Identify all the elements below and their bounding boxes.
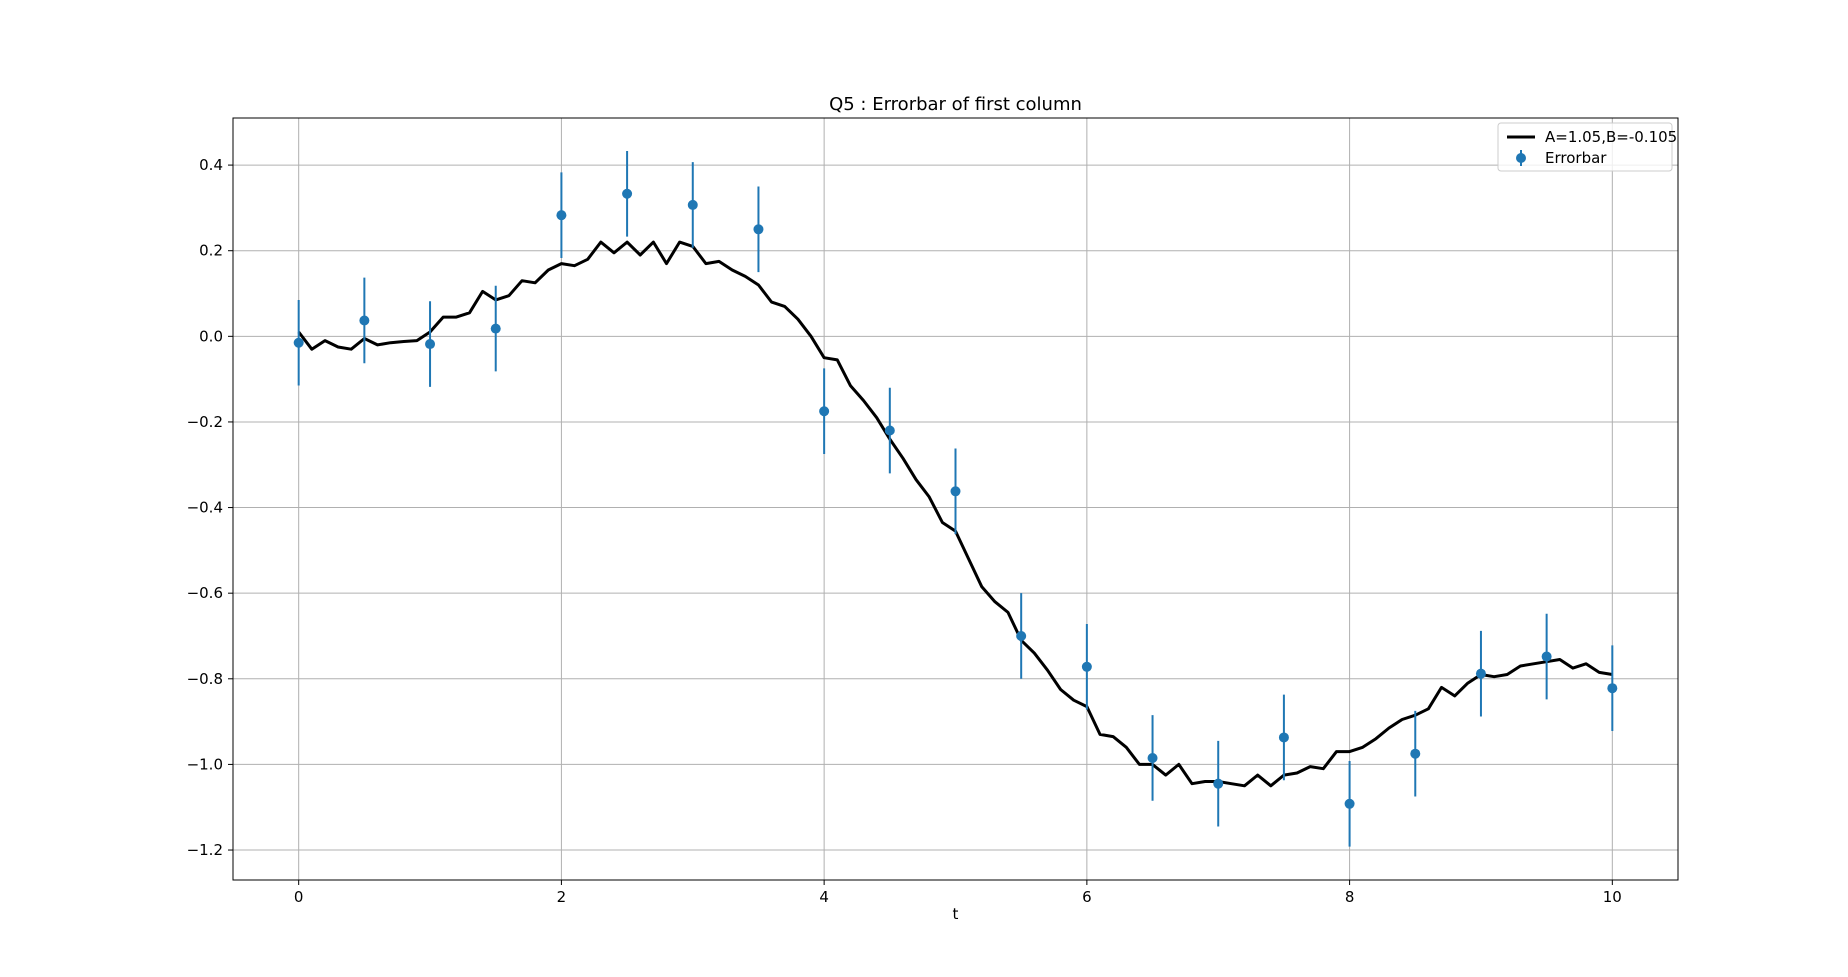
grid-lines <box>233 118 1678 880</box>
y-tick-label: −0.2 <box>187 413 223 431</box>
x-tick-label: 6 <box>1082 888 1092 906</box>
legend-box <box>1497 122 1673 172</box>
data-point <box>819 406 830 417</box>
x-tick-label: 4 <box>819 888 829 906</box>
y-tick-label: 0.0 <box>199 327 223 345</box>
x-tick-label: 0 <box>294 888 304 906</box>
legend-fit-label: A=1.05,B=-0.105 <box>1545 128 1677 146</box>
y-tick-label: 0.2 <box>199 242 223 260</box>
legend-errorbar-label: Errorbar <box>1545 149 1607 167</box>
data-point <box>425 339 436 350</box>
plot-frame <box>232 117 1679 881</box>
data-point <box>1410 748 1421 759</box>
data-point <box>884 425 895 436</box>
data-point <box>1213 778 1224 789</box>
x-axis-label: t <box>953 905 959 923</box>
data-point <box>556 210 567 221</box>
x-tick-label: 2 <box>557 888 567 906</box>
y-tick-label: −0.8 <box>187 670 223 688</box>
legend: A=1.05,B=-0.105 Errorbar <box>1497 122 1677 172</box>
data-point <box>1475 668 1486 679</box>
data-point <box>1147 752 1158 763</box>
data-point <box>1016 630 1027 641</box>
data-point <box>1344 798 1355 809</box>
data-point <box>1541 651 1552 662</box>
data-point <box>359 315 370 326</box>
y-tick-label: −0.4 <box>187 499 223 517</box>
data-point <box>950 486 961 497</box>
y-tick-label: −1.0 <box>187 755 223 773</box>
y-tick-label: 0.4 <box>199 156 223 174</box>
data-point <box>1607 683 1618 694</box>
chart-title: Q5 : Errorbar of first column <box>829 94 1082 115</box>
data-point <box>1278 732 1289 743</box>
data-point <box>753 224 764 235</box>
y-tick-label: −1.2 <box>187 841 223 859</box>
data-point <box>490 323 501 334</box>
data-point <box>293 337 304 348</box>
y-tick-label: −0.6 <box>187 584 223 602</box>
data-point <box>1081 661 1092 672</box>
errorbar-layer <box>293 150 1618 847</box>
x-tick-label: 8 <box>1345 888 1355 906</box>
x-tick-label: 10 <box>1603 888 1622 906</box>
legend-errorbar-swatch-marker <box>1516 153 1526 163</box>
data-point <box>622 188 633 199</box>
axis-ticks: 0 2 4 6 8 10 −1.2 −1.0 −0.8 −0.6 −0.4 −0.2 0.0 0.2 0.4 <box>187 156 1622 906</box>
data-point <box>687 199 698 210</box>
